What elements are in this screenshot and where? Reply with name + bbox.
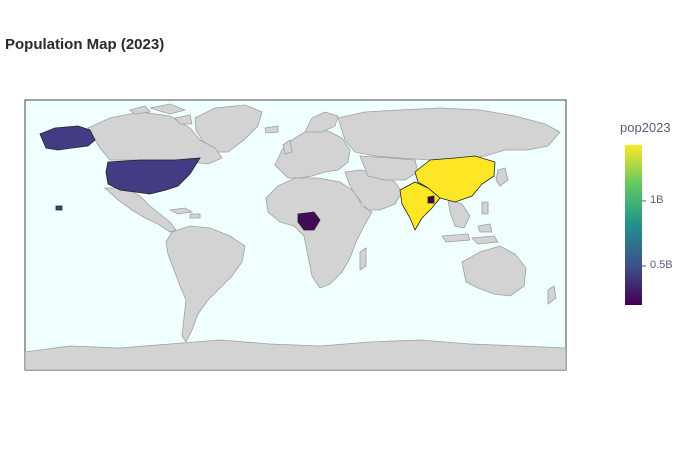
- arctic-islands: [129, 103, 193, 125]
- central-asia[interactable]: [359, 155, 419, 181]
- colorbar-title: pop2023: [620, 120, 671, 135]
- chart-title: Population Map (2023): [5, 36, 165, 53]
- russia[interactable]: [337, 107, 561, 161]
- country-bangladesh[interactable]: [427, 195, 435, 204]
- australia[interactable]: [461, 245, 527, 297]
- scandinavia[interactable]: [304, 111, 339, 133]
- colorbar-ticks: [642, 200, 646, 267]
- colorbar: [625, 145, 642, 305]
- caribbean: [168, 207, 201, 219]
- canada[interactable]: [87, 111, 223, 165]
- europe[interactable]: [274, 127, 351, 179]
- uk[interactable]: [264, 125, 293, 155]
- antarctica: [25, 339, 566, 370]
- southeast-asia[interactable]: [447, 199, 471, 229]
- africa[interactable]: [265, 177, 373, 289]
- country-nigeria[interactable]: [297, 211, 321, 231]
- indonesia: [441, 223, 499, 245]
- country-india[interactable]: [399, 181, 441, 231]
- south-america[interactable]: [165, 225, 246, 343]
- japan: [495, 167, 509, 187]
- country-usa-hawaii[interactable]: [55, 205, 63, 211]
- colorbar-tick-label: 1B: [650, 193, 664, 206]
- philippines: [481, 201, 489, 215]
- colorbar-tick-label: 0.5B: [650, 258, 673, 271]
- country-usa-alaska[interactable]: [39, 125, 96, 151]
- madagascar: [359, 247, 367, 271]
- country-usa[interactable]: [105, 157, 201, 195]
- mexico[interactable]: [103, 187, 177, 233]
- new-zealand: [547, 285, 557, 305]
- greenland[interactable]: [194, 104, 263, 153]
